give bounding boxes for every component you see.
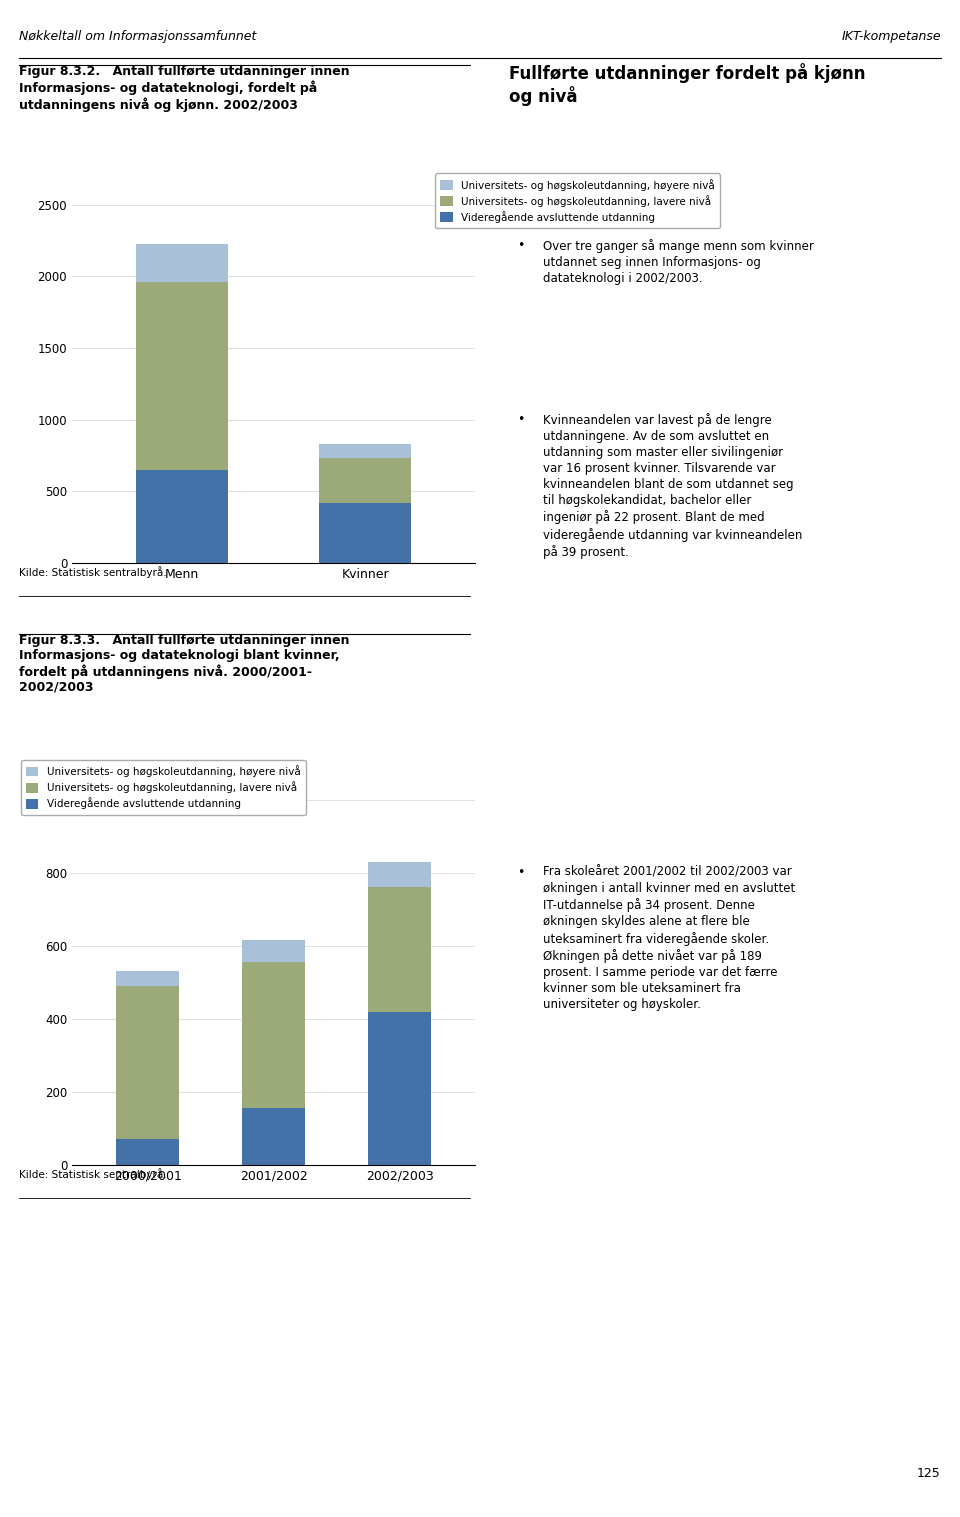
Bar xyxy=(136,470,228,563)
Text: •: • xyxy=(517,413,524,426)
Text: 125: 125 xyxy=(917,1467,941,1479)
Legend: Universitets- og høgskoleutdanning, høyere nivå, Universitets- og høgskoleutdann: Universitets- og høgskoleutdanning, høye… xyxy=(21,760,306,815)
Text: Over tre ganger så mange menn som kvinner
utdannet seg innen Informasjons- og
da: Over tre ganger så mange menn som kvinne… xyxy=(542,238,813,285)
Bar xyxy=(242,941,305,962)
Bar xyxy=(116,971,180,986)
Bar xyxy=(320,502,411,563)
Bar xyxy=(320,444,411,458)
Bar xyxy=(368,1012,431,1165)
Text: Fra skoleåret 2001/2002 til 2002/2003 var
økningen i antall kvinner med en avslu: Fra skoleåret 2001/2002 til 2002/2003 va… xyxy=(542,866,795,1010)
Bar xyxy=(320,458,411,502)
Text: Fullførte utdanninger fordelt på kjønn
og nivå: Fullførte utdanninger fordelt på kjønn o… xyxy=(509,64,865,106)
Text: Kilde: Statistisk sentralbyrå.: Kilde: Statistisk sentralbyrå. xyxy=(19,566,167,578)
Text: Figur 8.3.3. Antall fullførte utdanninger innen
Informasjons- og datateknologi b: Figur 8.3.3. Antall fullførte utdanninge… xyxy=(19,634,349,693)
Bar xyxy=(368,887,431,1012)
Text: Nøkkeltall om Informasjonssamfunnet: Nøkkeltall om Informasjonssamfunnet xyxy=(19,30,256,44)
Text: Kvinneandelen var lavest på de lengre
utdanningene. Av de som avsluttet en
utdan: Kvinneandelen var lavest på de lengre ut… xyxy=(542,413,802,558)
Text: Kilde: Statistisk sentralbyrå.: Kilde: Statistisk sentralbyrå. xyxy=(19,1168,167,1180)
Bar xyxy=(116,1139,180,1165)
Bar xyxy=(116,986,180,1139)
Legend: Universitets- og høgskoleutdanning, høyere nivå, Universitets- og høgskoleutdann: Universitets- og høgskoleutdanning, høye… xyxy=(435,173,720,228)
Bar xyxy=(136,282,228,470)
Bar xyxy=(368,862,431,887)
Text: •: • xyxy=(517,238,524,252)
Text: IKT-kompetanse: IKT-kompetanse xyxy=(841,30,941,44)
Text: Figur 8.3.2. Antall fullførte utdanninger innen
Informasjons- og datateknologi, : Figur 8.3.2. Antall fullførte utdanninge… xyxy=(19,65,349,112)
Bar xyxy=(136,244,228,282)
Text: •: • xyxy=(517,866,524,878)
Bar xyxy=(242,1109,305,1165)
Bar xyxy=(242,962,305,1109)
